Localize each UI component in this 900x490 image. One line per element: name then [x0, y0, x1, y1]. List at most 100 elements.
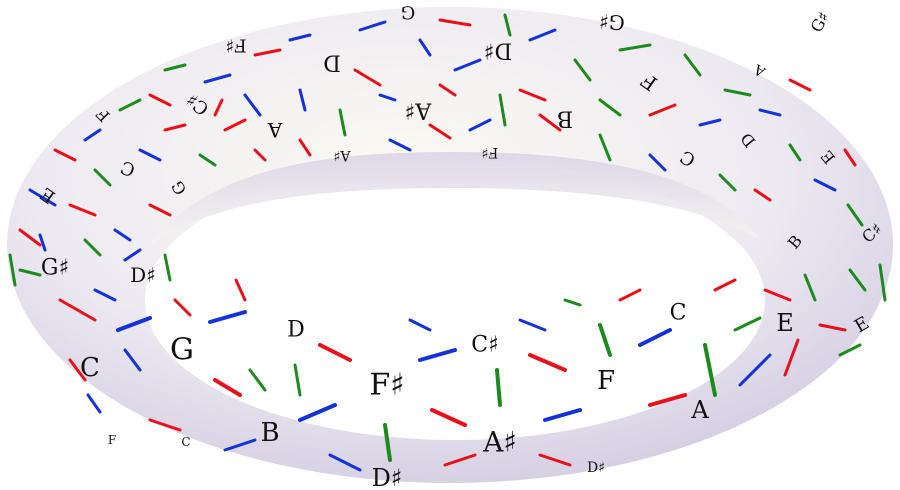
edge-segment-red	[148, 203, 172, 217]
edge-segment-blue	[138, 148, 162, 162]
edge-segment-green	[563, 298, 582, 307]
edge-segment-green	[788, 143, 802, 162]
note-label: G	[401, 2, 415, 23]
edge-segment-green	[198, 153, 217, 167]
edge-segment-green	[718, 173, 737, 192]
edge-segment-red	[213, 378, 242, 397]
edge-segment-blue	[408, 318, 432, 332]
edge-segment-blue	[328, 453, 362, 472]
edge-segment-blue	[418, 38, 432, 57]
edge-segment-blue	[518, 318, 547, 332]
edge-segment-green	[598, 98, 622, 117]
edge-segment-red	[783, 338, 800, 377]
note-label: F♯	[369, 368, 404, 403]
edge-segment-green	[293, 363, 302, 397]
edge-segment-red	[148, 418, 182, 432]
note-label: A♯	[405, 98, 433, 123]
edge-segment-blue	[93, 288, 117, 302]
edge-segment-blue	[86, 393, 102, 414]
edge-segment-green	[618, 43, 652, 52]
edge-segment-green	[118, 98, 142, 112]
edge-segment-red	[223, 118, 247, 132]
edge-segment-green	[248, 368, 267, 392]
note-label: C	[181, 435, 190, 449]
edge-segment-green	[338, 108, 347, 137]
note-label: B	[260, 418, 279, 448]
edge-segment-blue	[648, 153, 667, 172]
edge-segment-blue	[543, 408, 582, 422]
edge-segment-red	[618, 288, 642, 302]
edge-segment-blue	[243, 93, 262, 117]
edge-segment-red	[213, 98, 224, 117]
note-label: F	[597, 366, 615, 396]
edge-segment-red	[843, 148, 857, 167]
edge-segment-blue	[288, 33, 312, 42]
edge-segment-green	[503, 13, 512, 37]
edge-segment-green	[495, 368, 502, 407]
edge-segment-red	[648, 393, 687, 407]
note-label: G	[170, 333, 194, 368]
note-label: D♯	[484, 38, 512, 63]
edge-segment-red	[234, 278, 247, 302]
note-label: F	[108, 433, 116, 447]
edge-segment-red	[538, 113, 562, 132]
edge-segment-blue	[298, 88, 307, 112]
edge-segment-red	[438, 83, 457, 97]
edge-segment-blue	[738, 353, 772, 387]
torus-outer-body	[7, 7, 893, 483]
note-label: A♯	[334, 147, 352, 163]
edge-segment-green	[163, 63, 187, 72]
edge-segment-red	[163, 123, 187, 132]
edge-segment-blue	[418, 348, 457, 362]
edge-segment-blue	[468, 118, 492, 132]
edge-segment-blue	[123, 248, 142, 262]
edge-segment-red	[173, 298, 192, 317]
edge-segment-red	[18, 228, 42, 247]
edge-segment-green	[848, 268, 867, 292]
edge-segment-red	[353, 68, 382, 87]
edge-segment-red	[538, 453, 572, 467]
edge-segment-green	[498, 93, 507, 127]
edge-segment-green	[723, 88, 752, 97]
edge-segment-red	[53, 148, 77, 162]
edge-segment-green	[878, 263, 887, 302]
edge-segment-green	[683, 53, 702, 77]
edge-segment-blue	[298, 403, 337, 422]
edge-segment-blue	[123, 348, 142, 372]
note-label: C	[670, 301, 687, 326]
edge-segment-red	[443, 453, 477, 467]
edge-segment-red	[430, 408, 467, 427]
edge-segment-green	[598, 133, 612, 162]
edge-segment-green	[8, 253, 17, 287]
edge-segment-red	[438, 18, 472, 27]
edge-segment-red	[753, 188, 772, 202]
edge-segment-red	[253, 148, 267, 162]
edge-segment-red	[68, 203, 97, 217]
edge-segment-blue	[388, 138, 412, 152]
torus-inner-wall	[150, 152, 760, 245]
note-label: C	[118, 156, 138, 180]
note-label: G♯	[598, 9, 626, 35]
note-label: A	[690, 396, 709, 424]
edge-segment-blue	[813, 178, 837, 192]
edge-segment-blue	[223, 438, 257, 452]
note-label: C♯	[471, 333, 498, 358]
edge-segment-green	[163, 253, 172, 282]
edge-segment-red	[648, 103, 677, 117]
edge-segment-green	[93, 168, 112, 187]
edge-segment-red	[148, 93, 172, 107]
edge-segment-blue	[83, 128, 102, 142]
note-label: F♯	[482, 144, 499, 160]
edge-segment-green	[598, 323, 612, 357]
edge-segments	[8, 13, 887, 472]
note-label: A	[267, 118, 283, 142]
edge-segment-red	[763, 288, 792, 302]
note-label: E	[776, 309, 794, 337]
edge-segment-green	[703, 343, 717, 397]
note-label: C	[80, 353, 100, 383]
note-label: F♯	[225, 35, 246, 56]
note-label: A♯	[482, 426, 517, 459]
edge-segment-red	[518, 88, 547, 102]
note-label: D♯	[372, 464, 403, 490]
